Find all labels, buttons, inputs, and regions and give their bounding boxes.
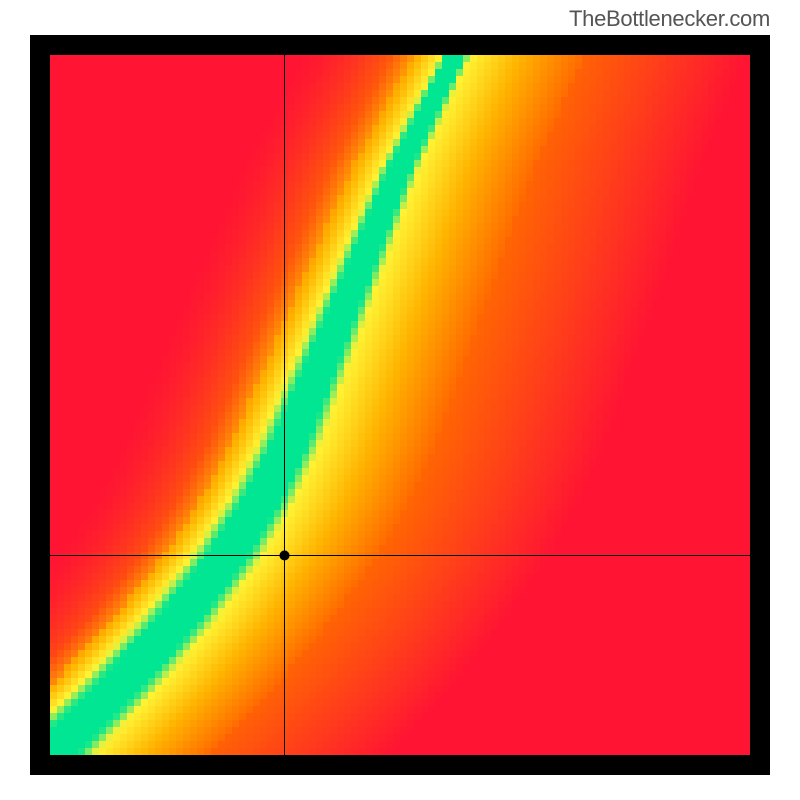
bottleneck-heatmap (30, 35, 770, 775)
watermark-text: TheBottlenecker.com (569, 6, 770, 32)
chart-container: TheBottlenecker.com (0, 0, 800, 800)
